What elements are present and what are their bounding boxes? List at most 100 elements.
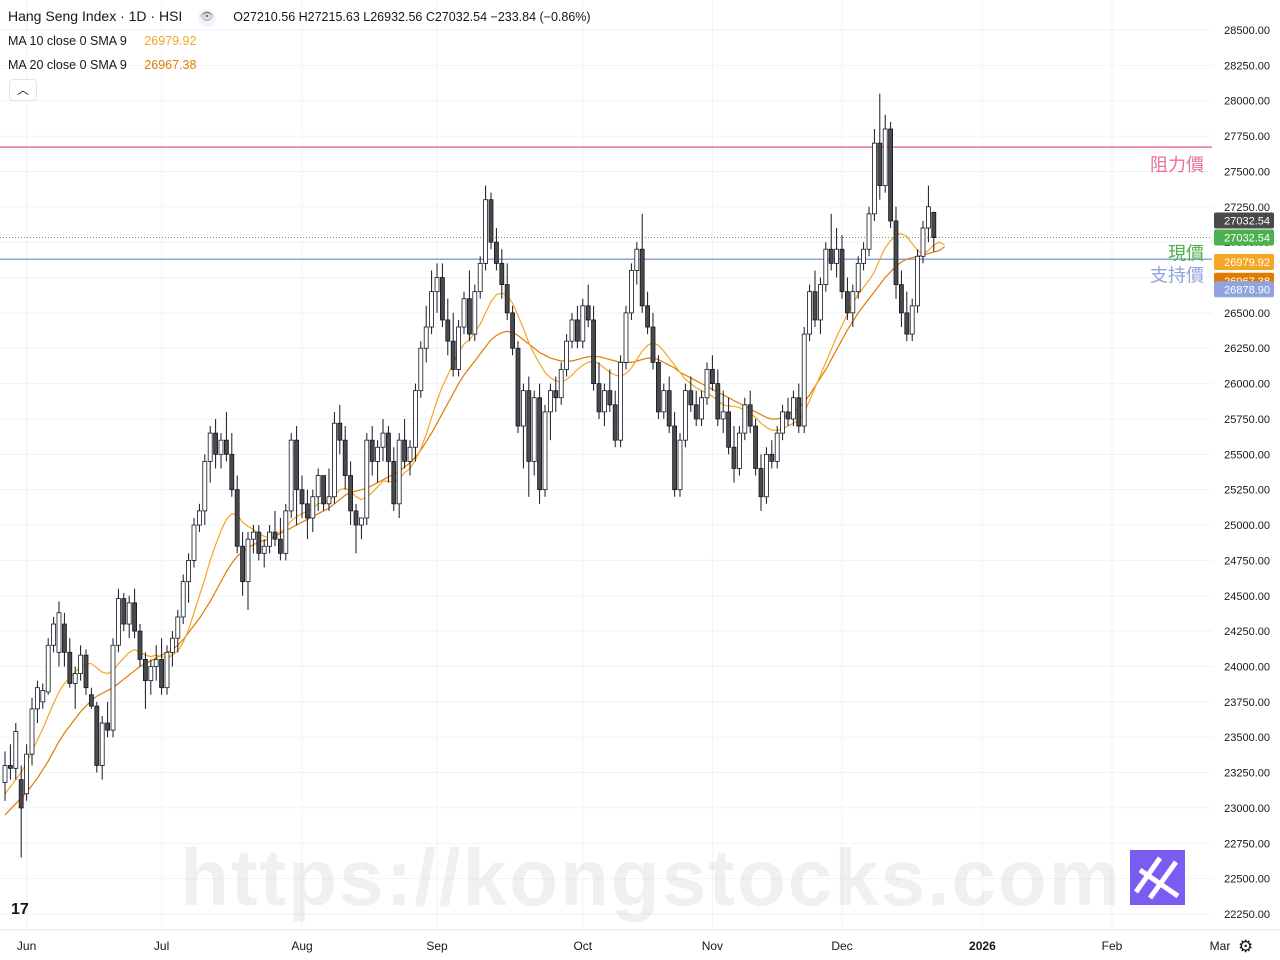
- candle-body: [207, 432, 213, 462]
- candle-body: [780, 411, 785, 434]
- candle-body: [2, 765, 8, 783]
- price-tag: [1214, 254, 1274, 271]
- candle-body: [456, 326, 462, 370]
- gear-icon[interactable]: ⚙: [1238, 937, 1254, 956]
- y-tick-label: 23000.00: [1224, 803, 1270, 815]
- candle-body: [629, 270, 634, 314]
- y-tick-label: 28000.00: [1224, 96, 1270, 108]
- candle-body: [785, 411, 791, 420]
- y-tick-label: 23250.00: [1224, 768, 1270, 780]
- level-caption: 支持價: [1150, 265, 1204, 286]
- candle-body: [537, 397, 542, 491]
- candle-body: [326, 496, 332, 505]
- candle-body: [175, 616, 181, 639]
- y-tick-label: 25750.00: [1224, 414, 1270, 426]
- candle-body: [715, 383, 721, 420]
- candle-body: [861, 248, 866, 264]
- candle-body: [315, 475, 321, 498]
- y-tick-label: 26500.00: [1224, 308, 1270, 320]
- y-tick-label: 27500.00: [1224, 166, 1270, 178]
- candle-body: [569, 319, 575, 342]
- candle-body: [477, 262, 483, 293]
- candle-body: [213, 432, 219, 455]
- candle-body: [645, 305, 650, 328]
- candle-body: [639, 248, 645, 307]
- candle-body: [369, 439, 375, 462]
- candle-body: [137, 630, 143, 660]
- candle-body: [35, 687, 40, 710]
- candle-body: [148, 666, 154, 682]
- candle-body: [186, 560, 192, 583]
- y-tick-label: 28250.00: [1224, 60, 1270, 72]
- watermark-text: https://kongstocks.com: [180, 833, 1122, 922]
- chevron-up-icon[interactable]: ︿: [9, 79, 37, 101]
- candle-body: [418, 347, 424, 392]
- candle-body: [461, 298, 467, 328]
- candle-body: [796, 397, 802, 427]
- candle-body: [720, 411, 726, 420]
- candle-body: [29, 708, 35, 755]
- y-tick-label: 23750.00: [1224, 697, 1270, 709]
- x-tick-label: Jul: [154, 939, 169, 953]
- ma10-legend[interactable]: MA 10 close 0 SMA 9 26979.92: [8, 34, 196, 48]
- candle-body: [747, 404, 753, 427]
- y-tick-label: 22750.00: [1224, 838, 1270, 850]
- y-tick-label: 25000.00: [1224, 520, 1270, 532]
- candle-body: [56, 612, 62, 653]
- candle-body: [396, 439, 402, 505]
- candle-body: [67, 651, 73, 684]
- candle-body: [169, 637, 175, 653]
- eye-icon[interactable]: 👁: [197, 8, 216, 27]
- candle-body: [845, 291, 850, 314]
- candle-body: [591, 319, 596, 384]
- candle-body: [661, 390, 667, 413]
- candle-body: [666, 390, 672, 427]
- candle-body: [294, 439, 300, 491]
- x-tick-label: Aug: [291, 939, 312, 953]
- low-value: L26932.56: [363, 10, 423, 24]
- x-tick-label: 2026: [969, 939, 996, 953]
- candle-body: [110, 644, 116, 731]
- candle-body: [132, 602, 138, 632]
- y-tick-label: 26250.00: [1224, 343, 1270, 355]
- candle-body: [380, 432, 386, 448]
- candle-body: [402, 439, 408, 462]
- candle-body: [99, 722, 105, 766]
- candle-body: [164, 651, 170, 689]
- tradingview-logo[interactable]: 17: [11, 901, 29, 918]
- x-tick-label: Nov: [702, 939, 723, 953]
- candle-body: [828, 248, 834, 264]
- candle-body: [677, 439, 683, 491]
- y-tick-label: 23500.00: [1224, 732, 1270, 744]
- price-axis: [1212, 0, 1280, 930]
- y-tick-label: 27750.00: [1224, 131, 1270, 143]
- candle-body: [364, 439, 370, 519]
- candle-body: [40, 690, 46, 703]
- candle-body: [758, 468, 764, 498]
- candle-body: [337, 422, 343, 441]
- symbol-legend: Hang Seng Index · 1D · HSI 👁 O27210.56 H…: [8, 8, 591, 27]
- candle-body: [256, 531, 262, 554]
- candle-body: [240, 545, 246, 583]
- candle-body: [272, 531, 278, 540]
- y-tick-label: 27250.00: [1224, 202, 1270, 214]
- close-value: C27032.54: [425, 10, 488, 24]
- candle-body: [62, 623, 67, 653]
- price-tag-label: 27032.54: [1224, 233, 1270, 245]
- ma20-label: MA 20 close 0 SMA 9: [8, 58, 127, 72]
- candle-body: [726, 411, 731, 448]
- y-tick-label: 24000.00: [1224, 661, 1270, 673]
- candle-body: [218, 439, 224, 455]
- candle-body: [704, 369, 710, 399]
- change-value: −233.84 (−0.86%): [490, 10, 591, 24]
- symbol-title[interactable]: Hang Seng Index · 1D · HSI: [8, 8, 183, 24]
- ma10-value: 26979.92: [144, 34, 197, 48]
- candle-body: [812, 291, 818, 321]
- candle-body: [866, 213, 872, 250]
- high-value: H27215.63: [298, 10, 360, 24]
- level-caption: 現價: [1168, 244, 1204, 265]
- ma20-legend[interactable]: MA 20 close 0 SMA 9 26967.38: [8, 58, 196, 72]
- candle-body: [899, 284, 904, 314]
- candle-body: [466, 298, 472, 335]
